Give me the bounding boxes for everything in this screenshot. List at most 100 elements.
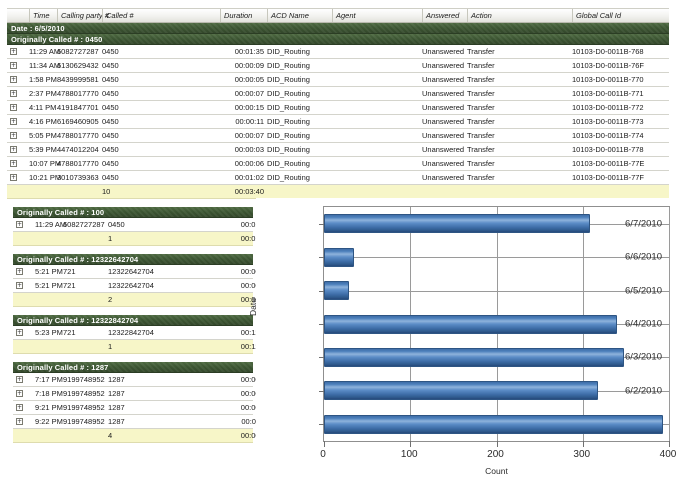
chart-bar[interactable] (324, 381, 599, 400)
cell-called-number: 1287 (108, 403, 125, 412)
called-number-group-band[interactable]: Originally Called # : 0450 (7, 34, 669, 45)
called-number-group-band[interactable]: Originally Called # : 12322842704 (13, 315, 253, 326)
cell-calling-party: 721 (63, 328, 76, 337)
expand-row-icon[interactable]: + (16, 418, 23, 425)
cell-called-number: 1287 (108, 417, 125, 426)
expand-row-icon[interactable]: + (10, 118, 17, 125)
expand-row-icon[interactable]: + (10, 62, 17, 69)
calls-by-date-chart: Date 6/7/2010 6/6/2010 6/5/2010 6/4/2010 6/3… (248, 198, 676, 485)
cell-duration: 00:01:35 (226, 218, 270, 231)
chart-x-tick (582, 441, 584, 447)
cell-called-number: 0450 (102, 103, 119, 112)
cell-duration: 00:00:34 (226, 279, 270, 292)
expand-row-icon[interactable]: + (10, 146, 17, 153)
table-row[interactable]: +11:29 AM 6082727287 0450 00:01:35 DID_Routi… (7, 45, 669, 59)
cell-calling-party: 4788017770 (57, 131, 99, 140)
chart-y-tick (319, 324, 324, 325)
cell-duration: 00:00:15 (234, 103, 264, 112)
expand-row-icon[interactable]: + (16, 404, 23, 411)
cell-action: Transfer (467, 103, 495, 112)
table-row[interactable]: +10:21 PM 3010739363 0450 00:01:02 DID_Routi… (7, 171, 669, 185)
report-group: Originally Called # : 100 +11:29 AM 608272… (13, 207, 270, 246)
column-header-agent[interactable]: Agent (332, 9, 422, 22)
chart-y-tick-label: 6/7/2010 (625, 218, 662, 230)
cell-called-number: 0450 (102, 131, 119, 140)
column-header-time[interactable]: Time (29, 9, 79, 22)
cell-acd-name: DID_Routing (267, 47, 310, 56)
chart-y-tick-label: 6/2/2010 (625, 385, 662, 397)
called-number-group-band[interactable]: Originally Called # : 1287 (13, 362, 253, 373)
column-header-answered[interactable]: Answered (422, 9, 467, 22)
table-row[interactable]: +5:05 PM 4788017770 0450 00:00:07 DID_Routin… (7, 129, 669, 143)
expand-row-icon[interactable]: + (10, 160, 17, 167)
chart-bar[interactable] (324, 214, 590, 233)
chart-y-axis-title: Date (248, 298, 258, 316)
cell-acd-name: DID_Routing (267, 173, 310, 182)
expand-row-icon[interactable]: + (16, 221, 23, 228)
called-number-group-band[interactable]: Originally Called # : 12322642704 (13, 254, 253, 265)
total-call-count: 2 (108, 295, 113, 304)
expand-row-icon[interactable]: + (16, 390, 23, 397)
expand-row-icon[interactable]: + (10, 104, 17, 111)
column-header-global-call-id[interactable]: Global Call Id (572, 9, 669, 22)
called-number-group-band[interactable]: Originally Called # : 100 (13, 207, 253, 218)
cell-calling-party: 6130629432 (57, 61, 99, 70)
chart-bar[interactable] (324, 248, 355, 267)
expand-row-icon[interactable]: + (10, 76, 17, 83)
table-row[interactable]: +1:58 PM 8439999581 0450 00:00:05 DID_Routin… (7, 73, 669, 87)
cell-calling-party: 4788017770 (57, 89, 99, 98)
cell-duration: 00:00:14 (226, 401, 270, 414)
column-header-duration[interactable]: Duration (220, 9, 267, 22)
cell-time: 5:21 PM (35, 267, 63, 276)
column-header-acd-name[interactable]: ACD Name (267, 9, 332, 22)
cell-calling-party: 721 (63, 281, 76, 290)
column-header-calling-party[interactable]: Calling party # (57, 9, 109, 22)
cell-acd-name: DID_Routing (267, 103, 310, 112)
report-group: Originally Called # : 12322642704 +5:21 P… (13, 254, 270, 307)
table-row[interactable]: +4:16 PM 6169460905 0450 00:00:11 DID_Routin… (7, 115, 669, 129)
table-row[interactable]: +2:37 PM 4788017770 0450 00:00:07 DID_Routin… (7, 87, 669, 101)
table-row[interactable]: +4:11 PM 4191847701 0450 00:00:15 DID_Routin… (7, 101, 669, 115)
expand-row-icon[interactable]: + (10, 174, 17, 181)
cell-duration: 00:00:11 (235, 117, 264, 126)
chart-x-tick-label: 400 (659, 449, 676, 460)
cell-duration: 00:00:06 (234, 159, 264, 168)
cell-global-call-id: 10103-D0-0011B-77F (572, 173, 644, 182)
table-row[interactable]: +10:07 PM 4788017770 0450 00:00:06 DID_Routi… (7, 157, 669, 171)
expand-row-icon[interactable]: + (16, 376, 23, 383)
chart-bar[interactable] (324, 415, 663, 434)
chart-bar[interactable] (324, 348, 625, 367)
column-header-action[interactable]: Action (467, 9, 532, 22)
cell-action: Transfer (467, 131, 495, 140)
cell-time: 7:18 PM (35, 389, 63, 398)
expand-row-icon[interactable]: + (16, 329, 23, 336)
cell-duration: 00:00:07 (234, 89, 264, 98)
total-duration: 00:01:35 (226, 232, 270, 245)
table-row[interactable]: +11:34 AM 6130629432 0450 00:00:09 DID_Routi… (7, 59, 669, 73)
chart-bar[interactable] (324, 281, 349, 300)
cell-called-number: 1287 (108, 375, 125, 384)
cell-answered: Unanswered (422, 47, 465, 56)
expand-row-icon[interactable]: + (10, 90, 17, 97)
column-header-expander[interactable] (7, 9, 29, 22)
table-row[interactable]: +5:39 PM 4474012204 0450 00:00:03 DID_Routin… (7, 143, 669, 157)
cell-duration: 00:00:11 (226, 415, 270, 428)
expand-row-icon[interactable]: + (10, 48, 17, 55)
column-header-called[interactable]: Called # (102, 9, 220, 22)
cell-global-call-id: 10103-D0-0011B-778 (572, 145, 644, 154)
cell-answered: Unanswered (422, 89, 465, 98)
cell-time: 9:22 PM (35, 417, 63, 426)
expand-row-icon[interactable]: + (16, 282, 23, 289)
date-group-band[interactable]: Date : 6/5/2010 (7, 23, 669, 34)
expand-row-icon[interactable]: + (16, 268, 23, 275)
expand-row-icon[interactable]: + (10, 132, 17, 139)
chart-bar[interactable] (324, 315, 618, 334)
